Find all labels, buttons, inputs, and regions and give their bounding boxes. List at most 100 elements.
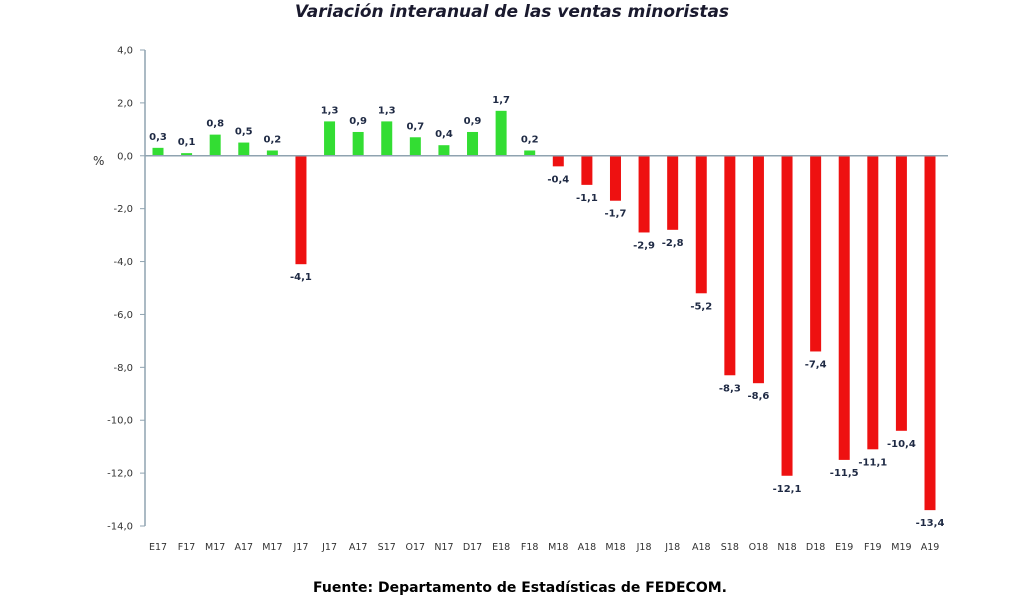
data-label: -12,1 xyxy=(773,484,802,495)
y-tick-label: -4,0 xyxy=(113,257,133,268)
y-axis: 4,0 2,0 0,0 -2,0 -4,0 -6,0 -8,0 -10,0 -12,0 -14,0 xyxy=(107,46,146,533)
x-axis-categories: E17 F17 M17 A17 M17 J17 J17 A17 S17 O17 N17 D17 E18 F… xyxy=(149,542,939,553)
x-tick-label: M19 xyxy=(891,542,911,553)
data-label: -8,6 xyxy=(748,391,770,402)
x-tick-label: N18 xyxy=(777,542,796,553)
data-label: 0,5 xyxy=(235,127,253,138)
x-tick-label: S18 xyxy=(721,542,739,553)
y-tick-label: 2,0 xyxy=(117,98,133,109)
bar xyxy=(552,155,564,167)
data-label: -1,7 xyxy=(605,209,627,220)
data-label: -11,5 xyxy=(830,468,859,479)
x-tick-label: E18 xyxy=(492,542,510,553)
x-tick-label: O17 xyxy=(406,542,426,553)
bar xyxy=(495,110,507,156)
data-label: 0,2 xyxy=(521,134,539,145)
data-label: -5,2 xyxy=(690,301,712,312)
x-tick-label: D17 xyxy=(463,542,482,553)
bar xyxy=(324,121,336,156)
bar xyxy=(524,150,536,156)
x-tick-label: S17 xyxy=(378,542,396,553)
data-labels: 0,3 0,1 0,8 0,5 0,2 -4,1 1,3 0,9 1,3 0,7 0,4 0,9 1,7… xyxy=(149,95,944,529)
bar-chart: 4,0 2,0 0,0 -2,0 -4,0 -6,0 -8,0 -10,0 -12,0 -14,0… xyxy=(93,46,948,553)
x-tick-label: E17 xyxy=(149,542,167,553)
data-label: -0,4 xyxy=(547,174,569,185)
x-tick-label: A17 xyxy=(349,542,368,553)
x-tick-label: A18 xyxy=(692,542,711,553)
x-tick-label: E19 xyxy=(835,542,853,553)
y-axis-label: % xyxy=(93,154,104,168)
bar xyxy=(810,155,822,352)
bar xyxy=(381,121,393,156)
bars xyxy=(152,110,936,511)
data-label: -4,1 xyxy=(290,272,312,283)
bar xyxy=(867,155,879,450)
x-tick-label: M17 xyxy=(205,542,225,553)
data-label: 1,3 xyxy=(378,105,396,116)
bar xyxy=(438,145,450,156)
x-tick-label: A17 xyxy=(234,542,253,553)
y-tick-label: -8,0 xyxy=(113,363,133,374)
y-tick-label: -6,0 xyxy=(113,310,133,321)
x-tick-label: N17 xyxy=(434,542,453,553)
data-label: 0,4 xyxy=(435,129,453,140)
data-label: 0,8 xyxy=(206,119,224,130)
x-tick-label: J17 xyxy=(293,542,309,553)
data-label: -13,4 xyxy=(916,518,945,529)
bar xyxy=(695,155,707,294)
data-label: 0,9 xyxy=(349,116,367,127)
x-tick-label: A18 xyxy=(578,542,597,553)
bar xyxy=(209,134,221,156)
x-tick-label: F17 xyxy=(178,542,196,553)
y-tick-label: 0,0 xyxy=(117,151,133,162)
x-tick-label: J18 xyxy=(636,542,652,553)
y-tick-label: -10,0 xyxy=(107,416,133,427)
bar xyxy=(924,155,936,511)
y-tick-label: -2,0 xyxy=(113,204,133,215)
data-label: -7,4 xyxy=(805,359,827,370)
bar xyxy=(581,155,593,185)
bar xyxy=(724,155,736,376)
bar xyxy=(781,155,793,476)
data-label: -2,9 xyxy=(633,240,655,251)
data-label: -1,1 xyxy=(576,193,598,204)
x-tick-label: M18 xyxy=(548,542,568,553)
x-tick-label: F19 xyxy=(864,542,882,553)
bar xyxy=(295,155,307,265)
bar xyxy=(266,150,278,156)
x-tick-label: O18 xyxy=(749,542,769,553)
bar xyxy=(895,155,907,431)
data-label: 0,3 xyxy=(149,132,167,143)
data-label: -2,8 xyxy=(662,238,684,249)
data-label: 0,1 xyxy=(178,137,196,148)
bar xyxy=(409,137,421,156)
source-note: Fuente: Departamento de Estadísticas de … xyxy=(313,580,727,596)
y-tick-label: 4,0 xyxy=(117,46,133,57)
bar xyxy=(467,131,479,156)
x-tick-label: M17 xyxy=(262,542,282,553)
x-tick-label: J17 xyxy=(321,542,337,553)
x-tick-label: D18 xyxy=(806,542,825,553)
chart-title: Variación interanual de las ventas minor… xyxy=(294,2,730,22)
data-label: -10,4 xyxy=(887,439,916,450)
bar xyxy=(181,153,193,156)
y-tick-label: -12,0 xyxy=(107,469,133,480)
bar xyxy=(352,131,364,156)
x-tick-label: J18 xyxy=(664,542,680,553)
bar xyxy=(609,155,621,201)
bar xyxy=(838,155,850,460)
bar xyxy=(752,155,764,384)
data-label: 0,2 xyxy=(264,134,282,145)
bar xyxy=(152,147,164,156)
bar xyxy=(638,155,650,233)
x-tick-label: F18 xyxy=(521,542,539,553)
data-label: 0,9 xyxy=(464,116,482,127)
bar xyxy=(238,142,250,156)
data-label: 1,3 xyxy=(321,105,339,116)
y-tick-label: -14,0 xyxy=(107,522,133,533)
x-tick-label: A19 xyxy=(921,542,940,553)
data-label: -11,1 xyxy=(858,457,887,468)
data-label: 0,7 xyxy=(406,121,424,132)
data-label: -8,3 xyxy=(719,383,741,394)
data-label: 1,7 xyxy=(492,95,510,106)
